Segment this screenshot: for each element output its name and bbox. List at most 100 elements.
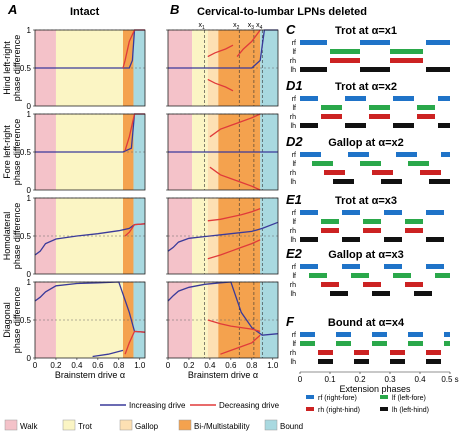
- ytick-label: 0: [27, 186, 32, 195]
- extension-bar: [321, 282, 339, 287]
- phase-xlabel: Extension phases: [339, 384, 411, 394]
- alpha-marker-sub: 2: [237, 25, 240, 31]
- extension-bar: [363, 219, 381, 224]
- extension-bar: [342, 210, 360, 215]
- right-panel-title: Trot at α=x3: [335, 195, 397, 207]
- extension-bar: [321, 228, 339, 233]
- gait-legend-text: Bound: [280, 422, 303, 431]
- ytick-label: 0.5: [20, 64, 32, 73]
- extension-bar: [417, 114, 435, 119]
- ylabel-line1: Hind left-right: [2, 41, 12, 95]
- extension-bar: [438, 96, 450, 101]
- series-line: [207, 239, 261, 260]
- xtick-label: 1.0: [134, 361, 146, 370]
- ytick-label: 0: [27, 354, 32, 363]
- limb-label: rh: [290, 228, 296, 235]
- series-line: [168, 29, 278, 69]
- xtick-label: 0.8: [246, 361, 258, 370]
- extension-bar: [441, 152, 450, 157]
- alpha-marker-label: x3: [248, 22, 255, 31]
- xtick-label: 0.6: [225, 361, 237, 370]
- extension-bar: [372, 170, 393, 175]
- extension-bar: [360, 161, 381, 166]
- right-panel-letter: D1: [286, 78, 303, 93]
- xtick-label: 0.2: [50, 361, 62, 370]
- limb-label: lh: [291, 359, 297, 366]
- region-walk: [35, 282, 56, 358]
- extension-bar: [414, 291, 432, 296]
- extension-bar: [372, 332, 387, 337]
- right-panel-letter: F: [286, 314, 295, 329]
- extension-bar: [444, 332, 450, 337]
- phase-tick-label: 0.1: [324, 375, 336, 384]
- series-line: [236, 29, 261, 58]
- series-line: [209, 113, 261, 138]
- right-panel-title: Bound at α=x4: [328, 317, 405, 329]
- extension-bar: [390, 58, 423, 63]
- ylabel-line2: phase difference: [12, 119, 22, 185]
- gait-legend-text: Trot: [78, 422, 93, 431]
- series-line: [35, 29, 145, 69]
- extension-bar: [300, 332, 315, 337]
- xlabel: Brainstem drive α: [188, 370, 258, 380]
- extension-bar: [405, 219, 423, 224]
- extension-bar: [405, 282, 423, 287]
- right-panel-title: Trot at α=x1: [335, 25, 397, 37]
- extension-bar: [318, 359, 333, 364]
- ytick-label: 0: [27, 102, 32, 111]
- phase-tick-label: 0.5 s: [441, 375, 458, 384]
- limb-label: rf: [292, 210, 296, 217]
- gait-legend-text: Walk: [20, 422, 38, 431]
- limb-label: lf: [293, 161, 297, 168]
- extension-bar: [300, 210, 318, 215]
- limb-label: lh: [291, 237, 297, 244]
- plot: [166, 113, 279, 191]
- extension-bar: [360, 40, 390, 45]
- limb-legend-swatch: [380, 407, 388, 411]
- gait-legend-swatch: [4, 419, 18, 431]
- extension-bar: [420, 170, 441, 175]
- ytick-label: 1: [27, 110, 32, 119]
- alpha-marker-sub: 4: [260, 25, 263, 31]
- extension-bar: [426, 350, 441, 355]
- limb-legend-text: rf (right-fore): [318, 395, 357, 402]
- alpha-marker-sub: 1: [202, 25, 205, 31]
- series-line: [207, 207, 261, 222]
- extension-bar: [390, 49, 423, 54]
- limb-legend-text: lh (left-hind): [392, 407, 429, 414]
- xtick-label: 0.2: [183, 361, 195, 370]
- gait-legend-swatch: [119, 419, 133, 431]
- ytick-label: 1: [27, 278, 32, 287]
- ytick-label: 0: [27, 270, 32, 279]
- limb-label: lh: [291, 291, 297, 298]
- extension-bar: [372, 291, 390, 296]
- extension-bar: [363, 228, 381, 233]
- extension-bar: [390, 359, 405, 364]
- extension-bar: [300, 67, 327, 72]
- extension-bar: [435, 273, 450, 278]
- gait-legend-text: Bi-/Multistability: [194, 422, 250, 431]
- legend: Walk Trot Gallop Bi-/Multistability Bound Inc…: [4, 401, 303, 431]
- ytick-label: 0.5: [20, 316, 32, 325]
- limb-label: lh: [291, 179, 297, 186]
- plot: 00.51: [20, 26, 146, 111]
- extension-bar: [426, 264, 444, 269]
- extension-bar: [309, 273, 327, 278]
- extension-bar: [408, 341, 423, 346]
- extension-bar: [384, 237, 402, 242]
- phase-tick-label: 0.4: [414, 375, 426, 384]
- extension-bar: [426, 40, 450, 45]
- series-line: [207, 78, 234, 92]
- phase-tick-label: 0.3: [384, 375, 396, 384]
- extension-bar: [342, 237, 360, 242]
- decreasing-legend-text: Decreasing drive: [219, 401, 280, 410]
- xtick-label: 0.6: [92, 361, 104, 370]
- limb-legend-text: rh (right-hind): [318, 407, 360, 414]
- ylabel-group: Hind left-right phase difference: [2, 35, 22, 101]
- series-line: [124, 223, 146, 237]
- series-line: [207, 44, 234, 58]
- extension-bar: [384, 210, 402, 215]
- ylabel-group: Diagonal phase difference: [2, 287, 22, 353]
- right-panel-letter: E1: [286, 192, 302, 207]
- series-line: [167, 221, 279, 252]
